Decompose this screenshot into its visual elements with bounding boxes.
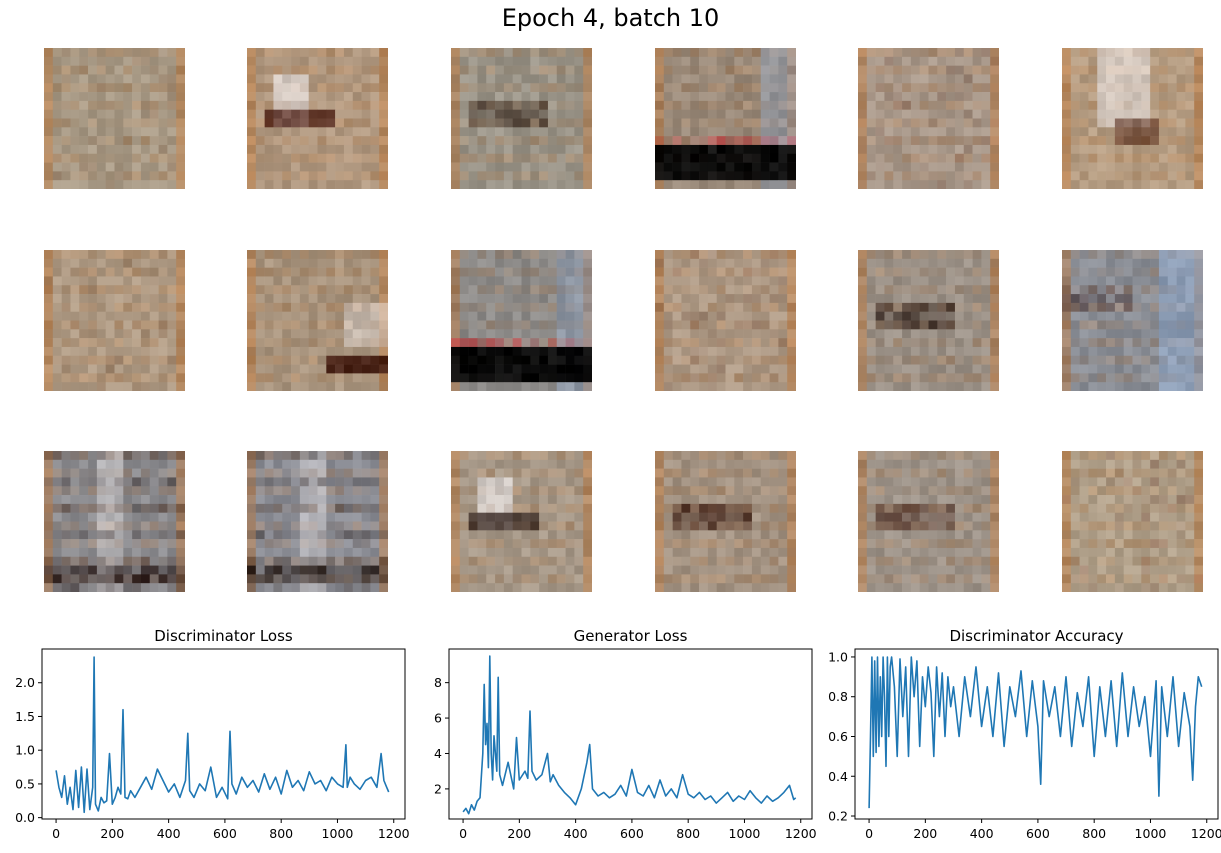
x-tick-label: 800 (269, 826, 293, 841)
plot-frame (41, 648, 406, 820)
x-tick-label: 600 (213, 826, 237, 841)
plot-frame (448, 648, 813, 820)
series-line (55, 656, 390, 814)
generated-sample-image (44, 48, 185, 189)
y-tick-label: 8 (434, 675, 442, 690)
x-tick-label: 1000 (322, 826, 354, 841)
x-tick-label: 600 (620, 826, 644, 841)
y-tick-label: 0.8 (828, 689, 848, 704)
chart-title: Generator Loss (574, 627, 688, 645)
chart-title: Discriminator Accuracy (949, 627, 1123, 645)
plot-frame (854, 648, 1219, 820)
y-tick-label: 0.4 (828, 769, 848, 784)
y-tick-label: 1.0 (828, 649, 848, 664)
generated-sample-image (451, 250, 592, 391)
x-tick-label: 800 (1082, 826, 1106, 841)
y-tick-label: 6 (434, 711, 442, 726)
generated-sample-image (1062, 250, 1203, 391)
y-tick-label: 4 (434, 746, 442, 761)
generated-sample-image (655, 48, 796, 189)
series-line (462, 655, 797, 815)
figure-title: Epoch 4, batch 10 (501, 4, 720, 32)
x-tick-label: 400 (970, 826, 994, 841)
x-tick-label: 1000 (729, 826, 761, 841)
x-tick-label: 0 (459, 826, 467, 841)
x-tick-label: 400 (157, 826, 181, 841)
x-tick-label: 400 (564, 826, 588, 841)
x-tick-label: 600 (1026, 826, 1050, 841)
generated-sample-image (655, 250, 796, 391)
y-tick-label: 0.5 (15, 776, 35, 791)
x-tick-label: 1200 (378, 826, 410, 841)
generated-sample-image (44, 451, 185, 592)
y-tick-label: 2 (434, 781, 442, 796)
generated-sample-image (247, 250, 388, 391)
generated-sample-image (247, 48, 388, 189)
x-tick-label: 200 (507, 826, 531, 841)
generated-sample-image (451, 48, 592, 189)
generated-sample-image (451, 451, 592, 592)
generated-sample-image (1062, 48, 1203, 189)
x-tick-label: 1200 (1191, 826, 1221, 841)
generated-sample-image (655, 451, 796, 592)
series-line (868, 656, 1203, 809)
generated-sample-image (858, 48, 999, 189)
x-tick-label: 0 (52, 826, 60, 841)
generated-sample-image (1062, 451, 1203, 592)
x-tick-label: 200 (100, 826, 124, 841)
x-tick-label: 1200 (785, 826, 817, 841)
x-tick-label: 800 (676, 826, 700, 841)
generated-sample-image (858, 451, 999, 592)
y-tick-label: 1.0 (15, 743, 35, 758)
generated-sample-image (44, 250, 185, 391)
y-tick-label: 0.2 (828, 809, 848, 824)
chart-title: Discriminator Loss (154, 627, 293, 645)
x-tick-label: 200 (913, 826, 937, 841)
y-tick-label: 0.6 (828, 729, 848, 744)
x-tick-label: 0 (865, 826, 873, 841)
generated-sample-image (858, 250, 999, 391)
y-tick-label: 2.0 (15, 675, 35, 690)
x-tick-label: 1000 (1135, 826, 1167, 841)
y-tick-label: 0.0 (15, 810, 35, 825)
generated-sample-image (247, 451, 388, 592)
y-tick-label: 1.5 (15, 709, 35, 724)
